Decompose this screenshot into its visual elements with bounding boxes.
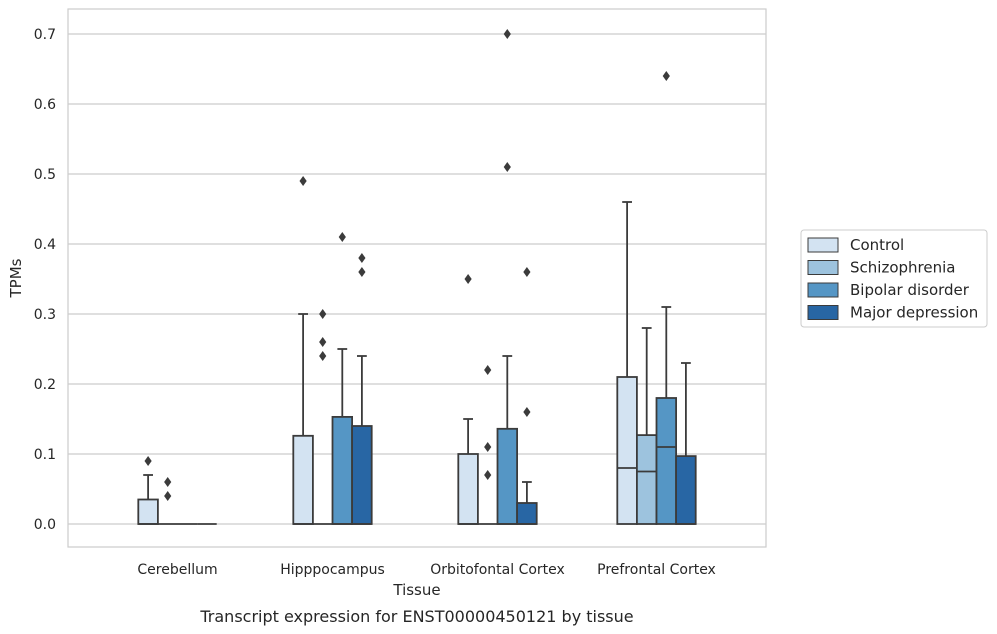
legend-swatch [807,260,839,275]
outlier-point [299,176,307,186]
outlier-point [164,491,172,501]
legend-label: Schizophrenia [850,259,955,277]
box-series [137,29,697,525]
outlier-point [523,267,531,277]
box [655,71,678,525]
outlier-point [319,337,327,347]
outlier-point [358,253,366,263]
legend-frame [800,229,988,328]
outlier-point [319,351,327,361]
box-body [331,415,354,525]
box-body [351,425,373,525]
box-body [516,502,538,525]
x-axis-label: Tissue [392,581,440,599]
y-tick-label: 0.6 [34,97,56,113]
outlier-point [503,162,511,172]
y-tick-label: 0.0 [34,517,56,533]
box-body [636,434,658,525]
series-schizophrenia [157,309,658,525]
box-body [655,397,678,525]
y-tick-label: 0.1 [34,447,56,463]
outlier-point [338,232,346,242]
chart-caption: Transcript expression for ENST0000045012… [199,607,633,626]
outlier-point [523,407,531,417]
x-tick-label: Orbitofontal Cortex [430,562,565,578]
box-body [457,453,479,525]
legend-swatch [807,282,839,298]
outlier-point [484,470,492,480]
outlier-point [144,456,152,466]
outlier-point [358,267,366,277]
y-tick-labels: 0.0 0.1 0.2 0.3 0.4 0.5 0.6 0.7 [34,27,56,533]
box [516,267,538,525]
box [616,201,638,525]
box [157,477,178,525]
legend-swatch [807,237,839,253]
y-tick-label: 0.3 [34,307,56,323]
x-tick-label: Cerebellum [137,562,217,578]
box [675,362,697,525]
outlier-point [484,365,492,375]
y-tick-label: 0.5 [34,167,56,183]
series-bipolar-disorder [177,29,678,525]
y-tick-label: 0.2 [34,377,56,393]
outlier-point [484,442,492,452]
y-axis-label: TPMs [7,258,25,298]
box [331,232,354,525]
legend-label: Major depression [850,304,978,322]
box [312,309,333,525]
series-control [137,176,638,525]
box-body [137,498,159,525]
box [351,253,373,525]
plot-frame [67,8,767,548]
y-tick-label: 0.7 [34,27,56,43]
outlier-point [662,71,670,81]
box [137,456,159,525]
x-tick-label: Prefrontal Cortex [597,562,716,578]
legend: Control Schizophrenia Bipolar disorder Majo… [800,229,988,328]
box-body [496,427,519,525]
box-body [616,376,638,525]
x-tick-label: Hipppocampus [280,562,385,578]
outlier-point [164,477,172,487]
grid-lines [68,33,766,525]
box [457,274,479,525]
y-tick-label: 0.4 [34,237,56,253]
box [636,327,658,525]
box-body [292,434,314,525]
outlier-point [464,274,472,284]
box [477,365,498,525]
legend-swatch [807,305,839,320]
series-major-depression [197,253,697,525]
x-tick-labels: Cerebellum Hipppocampus Orbitofontal Corte… [137,562,715,578]
box-body [675,455,697,525]
box [292,176,314,525]
legend-label: Bipolar disorder [850,281,970,299]
box [496,29,519,525]
outlier-point [503,29,511,39]
legend-label: Control [850,236,904,254]
outlier-point [319,309,327,319]
